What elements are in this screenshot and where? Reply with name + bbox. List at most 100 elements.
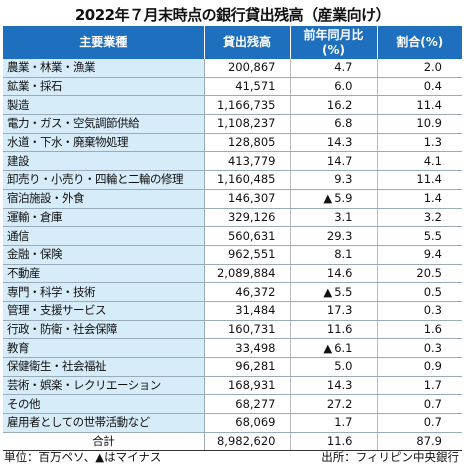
- loan-balance-table: 主要業種 貸出残高 前年同月比 (%) 割合(%) 農業・林業・漁業 200,86…: [3, 26, 462, 452]
- table-row: 雇用者としての世帯活動など 68,069 1.7 0.7: [3, 413, 462, 433]
- yoy-value: 6.1: [334, 340, 353, 355]
- negative-triangle-icon: ▲: [323, 191, 333, 206]
- yoy-value: 14.3: [326, 135, 353, 150]
- share-cell: 5.5: [377, 226, 462, 246]
- table-title: 2022年７月末時点の銀行貸出残高（産業向け）: [74, 6, 391, 24]
- source-note: 出所：フィリピン中央銀行: [321, 450, 459, 464]
- yoy-value: 8.1: [334, 247, 353, 262]
- table-row: 教育 33,498 ▲ 6.1 0.3: [3, 338, 462, 358]
- balance-cell: 329,126: [204, 208, 291, 228]
- yoy-cell: 29.3: [290, 226, 378, 246]
- column-header-yoy: 前年同月比 (%): [290, 26, 378, 59]
- yoy-value: 6.0: [334, 79, 353, 94]
- balance-cell: 96,281: [204, 357, 291, 377]
- balance-cell: 1,108,237: [204, 114, 291, 134]
- industry-cell: 製造: [3, 95, 205, 116]
- yoy-cell: 27.2: [290, 394, 378, 415]
- table-row: 専門・科学・技術 46,372 ▲ 5.5 0.5: [3, 282, 462, 302]
- yoy-cell: 4.7: [290, 59, 378, 78]
- total-balance: 8,982,620: [204, 431, 291, 452]
- share-cell: 0.9: [377, 357, 462, 377]
- yoy-cell: 11.6: [290, 320, 378, 340]
- share-cell: 11.4: [377, 95, 462, 116]
- industry-cell: 管理・支援サービス: [3, 301, 205, 321]
- industry-cell: 運輸・倉庫: [3, 208, 205, 228]
- yoy-value: 14.3: [326, 378, 353, 393]
- yoy-value: 11.6: [326, 321, 353, 336]
- yoy-cell: 14.6: [290, 264, 378, 284]
- negative-triangle-icon: ▲: [323, 340, 333, 355]
- total-yoy: 11.6: [290, 431, 378, 452]
- balance-cell: 31,484: [204, 301, 291, 321]
- table-row: 行政・防衛・社会保障 160,731 11.6 1.6: [3, 320, 462, 340]
- yoy-cell: 16.2: [290, 95, 378, 116]
- yoy-value: 16.2: [326, 97, 353, 112]
- share-cell: 9.4: [377, 245, 462, 265]
- table-row: 電力・ガス・空気調節供給 1,108,237 6.8 10.9: [3, 114, 462, 134]
- industry-cell: 芸術・娯楽・レクリエーション: [3, 376, 205, 396]
- yoy-value: 4.7: [334, 60, 353, 75]
- balance-cell: 41,571: [204, 77, 291, 97]
- yoy-cell: 9.3: [290, 170, 378, 190]
- yoy-value: 6.8: [334, 116, 353, 131]
- yoy-cell: 6.8: [290, 114, 378, 134]
- balance-cell: 128,805: [204, 133, 291, 153]
- table-row: 製造 1,166,735 16.2 11.4: [3, 95, 462, 116]
- table-body: 農業・林業・漁業 200,867 4.7 2.0 鉱業・採石 41,571 6.0 0.4 製造…: [3, 59, 462, 433]
- yoy-cell: ▲ 5.5: [290, 282, 378, 302]
- yoy-value: 17.3: [326, 303, 353, 318]
- yoy-cell: 17.3: [290, 301, 378, 321]
- yoy-value: 1.7: [334, 415, 353, 430]
- yoy-value: 9.3: [334, 172, 353, 187]
- yoy-cell: 14.3: [290, 133, 378, 153]
- yoy-value: 3.1: [334, 209, 353, 224]
- table-row: 運輸・倉庫 329,126 3.1 3.2: [3, 208, 462, 228]
- column-header-share: 割合(%): [377, 26, 462, 59]
- table-row: その他 68,277 27.2 0.7: [3, 394, 462, 415]
- yoy-value: 5.9: [334, 191, 353, 206]
- yoy-cell: 5.0: [290, 357, 378, 377]
- share-cell: 0.4: [377, 77, 462, 97]
- share-cell: 2.0: [377, 59, 462, 78]
- table-row: 鉱業・採石 41,571 6.0 0.4: [3, 77, 462, 97]
- table-row: 金融・保険 962,551 8.1 9.4: [3, 245, 462, 265]
- industry-cell: 電力・ガス・空気調節供給: [3, 114, 205, 134]
- table-row: 管理・支援サービス 31,484 17.3 0.3: [3, 301, 462, 321]
- share-cell: 3.2: [377, 208, 462, 228]
- balance-cell: 46,372: [204, 282, 291, 302]
- industry-cell: 不動産: [3, 264, 205, 284]
- balance-cell: 68,069: [204, 413, 291, 433]
- header-row: 主要業種 貸出残高 前年同月比 (%) 割合(%): [3, 26, 462, 59]
- yoy-cell: 14.3: [290, 376, 378, 396]
- share-cell: 0.5: [377, 282, 462, 302]
- share-cell: 10.9: [377, 114, 462, 134]
- share-cell: 4.1: [377, 151, 462, 172]
- share-cell: 0.7: [377, 394, 462, 415]
- yoy-value: 5.5: [334, 284, 353, 299]
- yoy-cell: 6.0: [290, 77, 378, 97]
- column-header-balance: 貸出残高: [204, 26, 291, 59]
- yoy-value: 29.3: [326, 228, 353, 243]
- total-row: 合計 8,982,620 11.6 87.9: [3, 431, 462, 452]
- industry-cell: 鉱業・採石: [3, 77, 205, 97]
- industry-cell: 建設: [3, 151, 205, 172]
- share-cell: 1.3: [377, 133, 462, 153]
- yoy-cell: ▲ 6.1: [290, 338, 378, 358]
- industry-cell: 専門・科学・技術: [3, 282, 205, 302]
- share-cell: 0.7: [377, 413, 462, 433]
- balance-cell: 146,307: [204, 189, 291, 209]
- share-cell: 20.5: [377, 264, 462, 284]
- balance-cell: 200,867: [204, 59, 291, 78]
- table-row: 建設 413,779 14.7 4.1: [3, 151, 462, 172]
- balance-cell: 160,731: [204, 320, 291, 340]
- balance-cell: 413,779: [204, 151, 291, 172]
- balance-cell: 962,551: [204, 245, 291, 265]
- unit-footnote: 単位：百万ペソ、▲はマイナス: [4, 450, 162, 464]
- table-row: 芸術・娯楽・レクリエーション 168,931 14.3 1.7: [3, 376, 462, 396]
- balance-cell: 68,277: [204, 394, 291, 415]
- yoy-value: 5.0: [334, 359, 353, 374]
- balance-cell: 168,931: [204, 376, 291, 396]
- share-cell: 0.3: [377, 338, 462, 358]
- industry-cell: 水道・下水・廃棄物処理: [3, 133, 205, 153]
- balance-cell: 1,160,485: [204, 170, 291, 190]
